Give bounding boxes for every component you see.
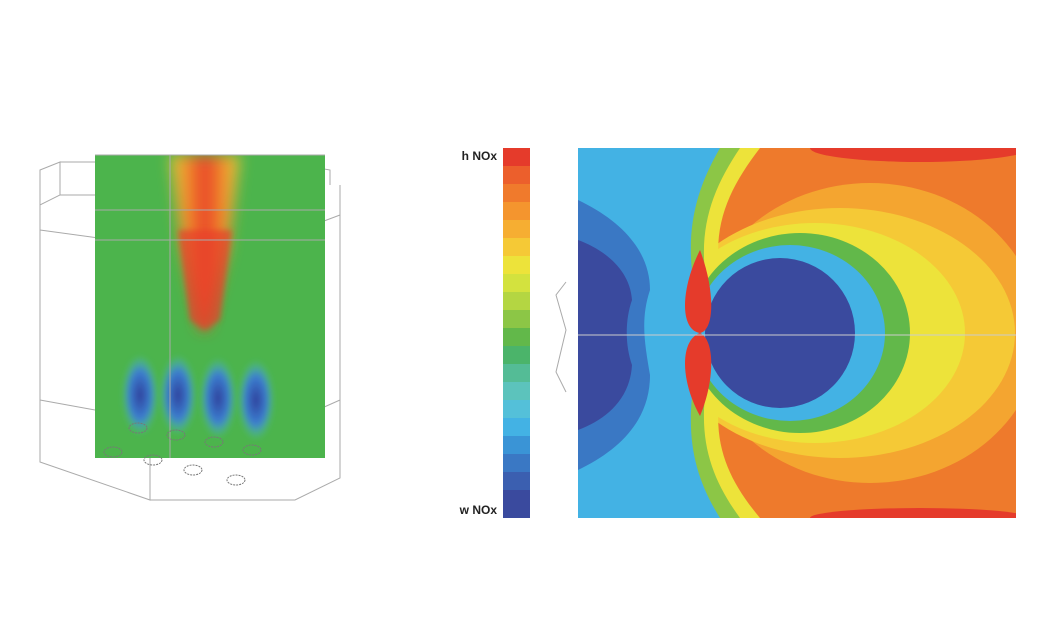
legend-low-label: w NOx	[459, 503, 498, 517]
furnace-view	[39, 154, 341, 501]
legend-high-label: h NOx	[462, 149, 498, 163]
nox-plane	[95, 155, 325, 458]
burner-outline	[555, 281, 567, 393]
color-legend: h NOx w NOx	[459, 148, 530, 518]
contour-plot	[578, 148, 1016, 518]
